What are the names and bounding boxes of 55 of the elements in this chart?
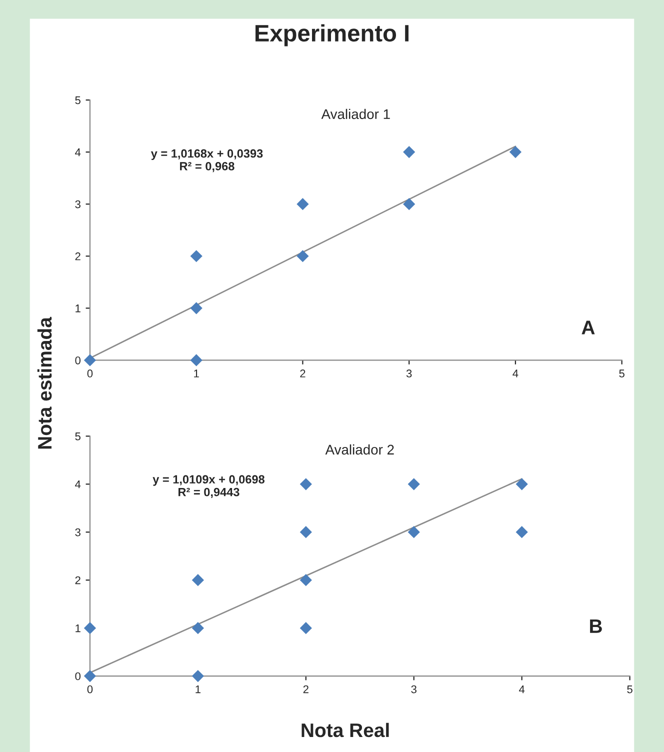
point — [300, 574, 312, 586]
point — [190, 250, 202, 262]
y-tick-label: 2 — [75, 576, 80, 584]
point — [516, 526, 528, 538]
point — [403, 198, 416, 210]
y-tick-label: 4 — [75, 480, 81, 488]
point — [190, 302, 202, 314]
point — [509, 146, 522, 158]
point — [300, 526, 312, 538]
point — [84, 670, 96, 682]
x-tick-label: 0 — [87, 370, 93, 378]
x-tick-label: 5 — [627, 685, 632, 694]
point — [84, 354, 96, 366]
y-tick-label: 3 — [75, 528, 80, 536]
y-tick-label: 0 — [75, 356, 81, 364]
y-tick-label: 2 — [75, 252, 80, 260]
annotation: B — [590, 619, 602, 633]
y-tick-label: 1 — [76, 304, 80, 312]
point — [408, 526, 420, 538]
x-axis-title: Nota Real — [302, 722, 389, 738]
y-tick-label: 5 — [75, 96, 80, 104]
annotation: y = 1,0109x + 0,0698 R² = 0,9443 — [152, 475, 265, 498]
annotation: A — [582, 320, 595, 334]
x-tick-label: 2 — [303, 685, 308, 694]
x-tick-label: 3 — [406, 370, 412, 378]
annotation: y = 1,0168x + 0,0393 R² = 0,968 — [150, 149, 263, 172]
text: Avaliador 1 — [321, 108, 390, 120]
x-tick-label: 4 — [512, 370, 518, 378]
y-tick-label: 5 — [75, 432, 80, 440]
point — [408, 478, 420, 490]
point — [192, 574, 204, 586]
point — [300, 622, 312, 634]
point — [296, 250, 309, 262]
y-tick-label: 1 — [76, 624, 80, 632]
x-tick-label: 2 — [300, 370, 306, 378]
y-axis-title: Nota estimada — [37, 316, 52, 449]
x-tick-label: 0 — [87, 685, 93, 694]
x-tick-label: 5 — [619, 370, 624, 378]
point — [84, 622, 96, 634]
point — [296, 198, 309, 210]
point — [192, 670, 204, 682]
chart-subtitle: Avaliador 2 — [325, 444, 394, 455]
x-tick-label: 1 — [196, 685, 200, 694]
x-tick-label: 4 — [519, 685, 525, 694]
y-tick-label: 4 — [75, 148, 81, 156]
point — [300, 478, 312, 490]
point — [192, 622, 204, 634]
x-tick-label: 1 — [194, 370, 199, 378]
y-tick-label: 3 — [75, 200, 80, 208]
point — [516, 478, 528, 490]
point — [403, 146, 416, 158]
x-tick-label: 3 — [411, 685, 416, 694]
point — [190, 354, 202, 366]
chart-title: Experimento I — [256, 24, 408, 46]
y-tick-label: 0 — [75, 672, 81, 680]
